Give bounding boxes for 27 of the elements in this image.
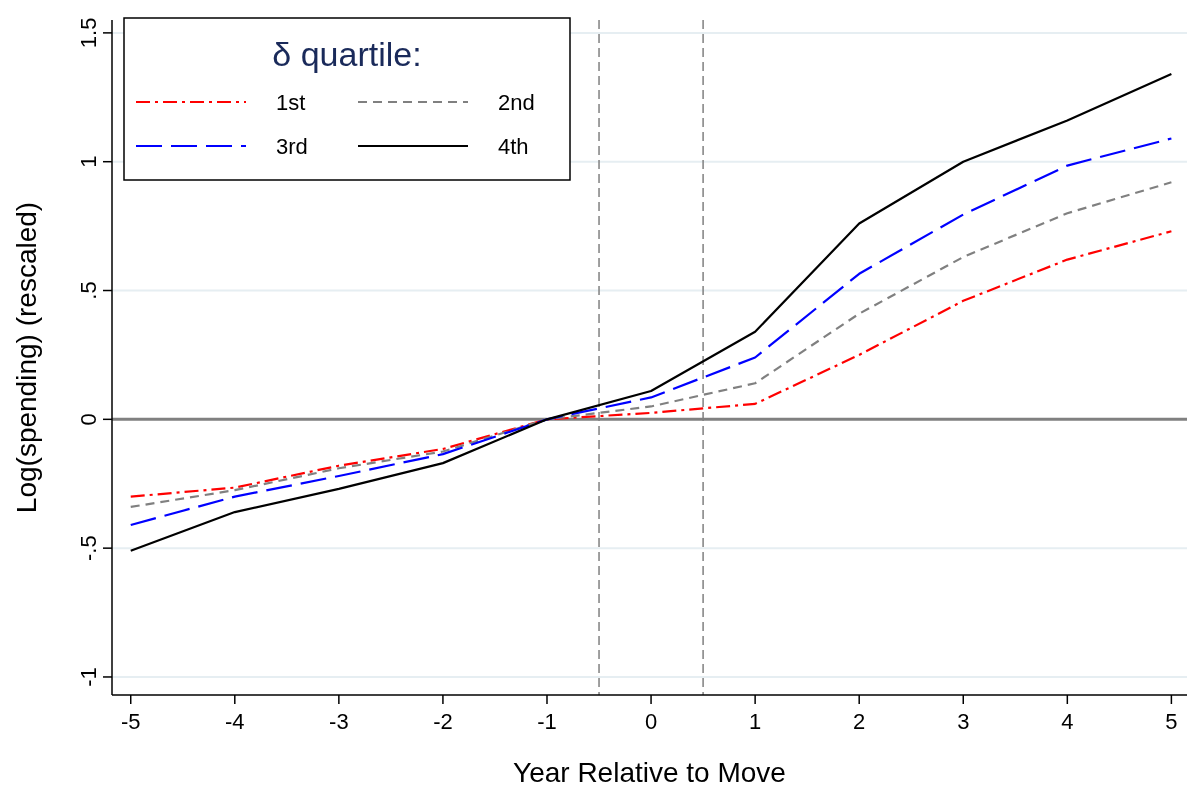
- y-tick-label: 1: [76, 155, 101, 168]
- x-tick-label: 5: [1165, 709, 1178, 734]
- x-tick-label: -2: [433, 709, 453, 734]
- legend-label: 3rd: [276, 134, 308, 159]
- x-tick-label: -1: [537, 709, 557, 734]
- legend-label: 2nd: [498, 90, 535, 115]
- y-tick-label: 0: [76, 413, 101, 426]
- x-tick-label: 1: [749, 709, 762, 734]
- legend-label: 1st: [276, 90, 306, 115]
- line-series: [129, 73, 1173, 552]
- y-tick-label: -1: [76, 667, 101, 687]
- line-series: [129, 137, 1173, 527]
- x-tick-label: 2: [853, 709, 866, 734]
- y-tick-label: .5: [76, 281, 101, 300]
- x-tick-label: 3: [957, 709, 970, 734]
- line-series: [129, 230, 1173, 498]
- x-axis-title: Year Relative to Move: [513, 757, 786, 788]
- x-tick-label: 4: [1061, 709, 1074, 734]
- x-tick-label: 0: [644, 709, 658, 734]
- x-tick-label: -5: [120, 709, 141, 734]
- x-tick-label: -4: [225, 709, 245, 734]
- y-tick-label: 1.5: [76, 17, 101, 49]
- y-axis-title: Log(spending) (rescaled): [11, 201, 42, 514]
- y-tick-label: -.5: [76, 535, 101, 561]
- x-tick-label: -3: [329, 709, 349, 734]
- legend-label: 4th: [498, 134, 529, 159]
- legend-title: δ quartile:: [272, 35, 422, 73]
